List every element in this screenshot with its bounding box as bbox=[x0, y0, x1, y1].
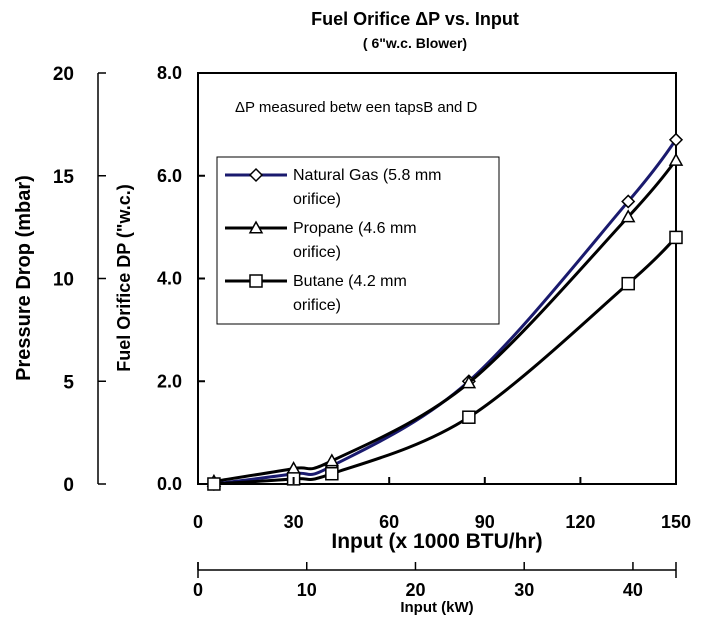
y2-tick-label: 5 bbox=[63, 372, 74, 393]
x-tick-label: 60 bbox=[379, 512, 399, 532]
x-axis-label: Input (x 1000 BTU/hr) bbox=[331, 530, 542, 553]
y-tick-label: 0.0 bbox=[157, 474, 182, 494]
x-tick-label: 0 bbox=[193, 512, 203, 532]
legend-label: Natural Gas (5.8 mm bbox=[293, 167, 441, 184]
data-point bbox=[668, 132, 684, 147]
y2-tick-label: 20 bbox=[53, 64, 74, 85]
data-point bbox=[325, 466, 339, 481]
data-point bbox=[668, 152, 684, 166]
x2-tick-label: 40 bbox=[623, 580, 643, 600]
x2-tick-label: 20 bbox=[405, 580, 425, 600]
legend-label: orifice) bbox=[293, 297, 341, 314]
x2-tick-label: 0 bbox=[193, 580, 203, 600]
y2-tick-label: 10 bbox=[53, 270, 74, 291]
legend-marker bbox=[248, 167, 264, 183]
data-point bbox=[324, 453, 340, 467]
data-point bbox=[620, 209, 636, 223]
y-tick-label: 4.0 bbox=[157, 269, 182, 289]
x2-tick-label: 30 bbox=[514, 580, 534, 600]
chart-subtitle: ( 6"w.c. Blower) bbox=[363, 35, 467, 51]
legend-box bbox=[216, 156, 500, 325]
y-tick-label: 6.0 bbox=[157, 166, 182, 186]
y2-tick-label: 15 bbox=[53, 167, 75, 188]
data-point bbox=[207, 477, 221, 491]
data-point bbox=[462, 410, 476, 424]
x2-tick-label: 10 bbox=[297, 580, 317, 600]
data-point bbox=[621, 194, 636, 209]
x-tick-label: 90 bbox=[475, 512, 495, 532]
y2-axis-label: Pressure Drop (mbar) bbox=[13, 175, 35, 381]
chart-annotation: ΔP measured betw een tapsB and D bbox=[235, 99, 478, 116]
y2-tick-label: 0 bbox=[63, 475, 74, 496]
y-axis-label: Fuel Orifice DP ("w.c.) bbox=[114, 184, 134, 372]
x-tick-label: 150 bbox=[661, 512, 691, 532]
x-tick-label: 120 bbox=[565, 512, 595, 532]
data-point bbox=[621, 276, 635, 291]
y-tick-label: 2.0 bbox=[157, 371, 182, 391]
legend: Natural Gas (5.8 mm orifice) Propane (4.6 … bbox=[216, 156, 500, 325]
x-tick-label: 30 bbox=[284, 512, 304, 532]
legend-label: orifice) bbox=[293, 244, 341, 261]
legend-marker bbox=[249, 274, 263, 288]
legend-label: Butane (4.2 mm bbox=[293, 273, 407, 290]
data-point bbox=[669, 230, 683, 245]
chart-title: Fuel Orifice ΔP vs. Input bbox=[311, 9, 519, 29]
legend-label: orifice) bbox=[293, 191, 341, 208]
legend-label: Propane (4.6 mm bbox=[293, 220, 417, 237]
data-point bbox=[461, 375, 477, 389]
x2-axis-label: Input (kW) bbox=[400, 599, 473, 616]
legend-marker bbox=[248, 220, 264, 234]
y-tick-label: 8.0 bbox=[157, 63, 182, 83]
